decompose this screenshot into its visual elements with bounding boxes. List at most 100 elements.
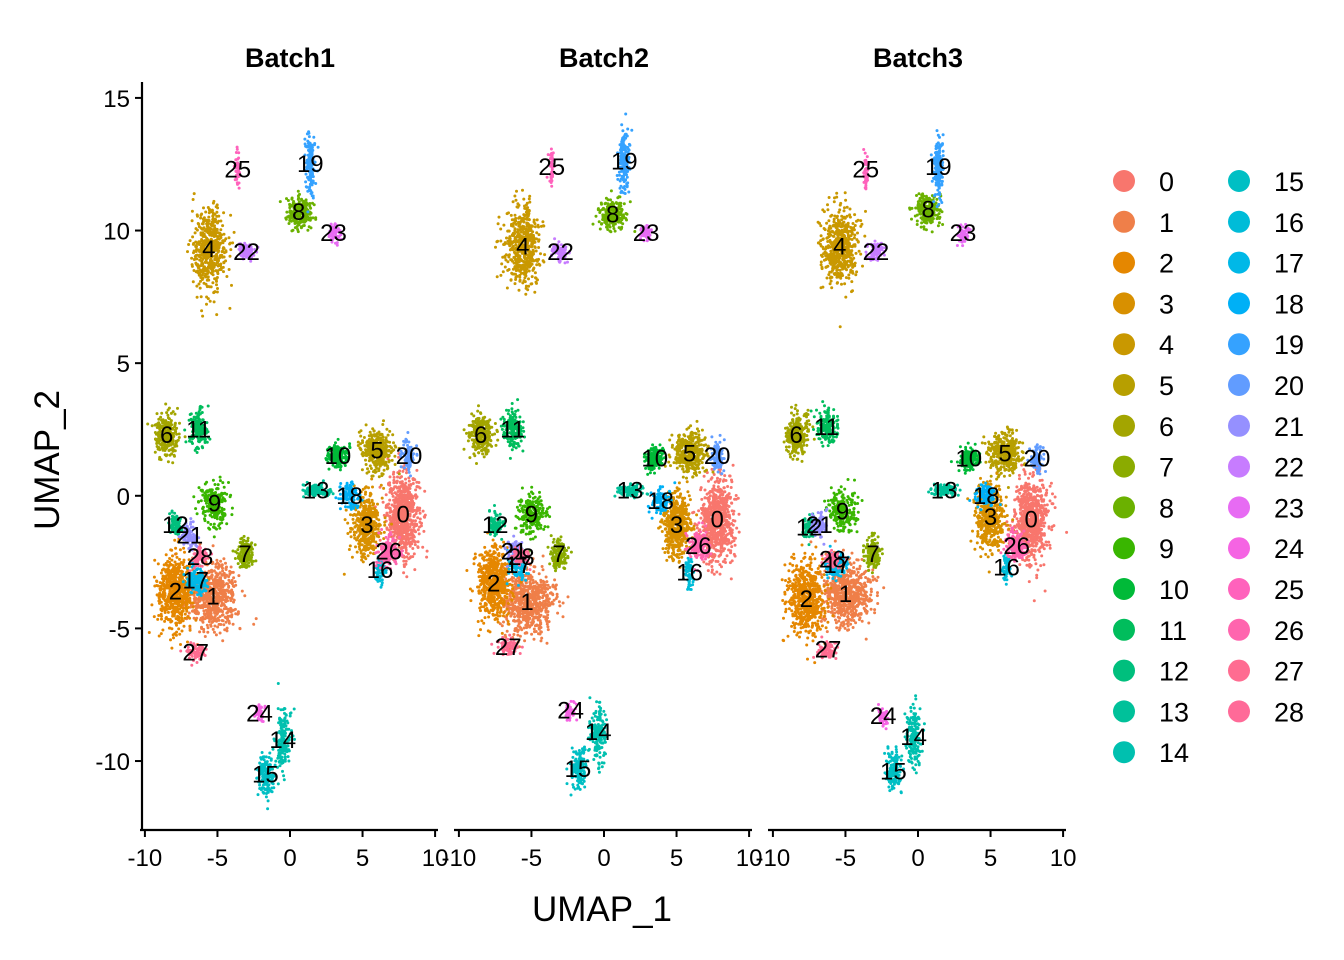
point [215, 214, 219, 218]
point [405, 528, 409, 532]
point [178, 566, 182, 569]
point [224, 620, 228, 624]
point [159, 585, 163, 589]
point [221, 224, 225, 228]
point [277, 721, 281, 725]
point [404, 477, 407, 481]
point [190, 209, 194, 213]
point [204, 275, 208, 279]
point [266, 799, 270, 803]
point [384, 449, 388, 453]
point [364, 458, 367, 462]
point [207, 219, 211, 223]
point [224, 597, 228, 601]
point [163, 611, 167, 614]
point [402, 571, 406, 575]
point [352, 533, 356, 537]
point [422, 529, 426, 533]
point [292, 707, 296, 711]
point [366, 467, 369, 471]
point [391, 513, 395, 517]
point [201, 620, 205, 624]
point [195, 295, 199, 299]
point [421, 509, 425, 513]
point [198, 286, 202, 290]
point [175, 555, 179, 559]
point [190, 264, 194, 268]
point [374, 470, 378, 474]
point [166, 610, 170, 614]
point [407, 476, 411, 480]
point [246, 536, 250, 540]
point [158, 601, 161, 605]
point [349, 535, 353, 539]
point [188, 596, 192, 600]
point [298, 192, 301, 196]
point [288, 712, 292, 715]
point [220, 250, 224, 254]
point [385, 427, 389, 431]
point [202, 612, 206, 616]
point [172, 571, 176, 575]
point [296, 189, 300, 193]
point [212, 300, 216, 304]
point [366, 445, 370, 449]
point [220, 255, 224, 259]
point [203, 617, 207, 621]
point [206, 630, 210, 634]
point [165, 411, 169, 415]
point [391, 494, 395, 498]
point [191, 280, 195, 284]
point [194, 507, 198, 511]
point [221, 613, 225, 617]
point [407, 490, 411, 494]
point [155, 426, 159, 429]
point [387, 506, 391, 510]
point [371, 474, 375, 478]
point [221, 610, 224, 614]
point [196, 265, 200, 269]
point [362, 501, 366, 505]
point [193, 231, 197, 235]
point [354, 545, 357, 549]
point [206, 206, 210, 209]
point [213, 483, 217, 486]
point [371, 503, 375, 506]
point [207, 526, 211, 530]
point [167, 417, 171, 421]
point [382, 530, 386, 534]
points-layer [146, 130, 429, 811]
point [365, 471, 369, 475]
point [230, 594, 234, 598]
point [203, 229, 207, 233]
point [191, 198, 195, 201]
point [240, 536, 244, 540]
point [360, 468, 364, 472]
point [276, 707, 280, 711]
point [192, 269, 196, 272]
point [197, 486, 201, 490]
point [152, 615, 156, 619]
point [314, 217, 318, 221]
point [405, 555, 409, 559]
point [182, 624, 186, 628]
point [375, 524, 378, 528]
point [270, 790, 274, 794]
point [418, 517, 422, 521]
point [206, 520, 210, 524]
point [216, 565, 220, 569]
point [206, 269, 210, 273]
point [202, 630, 206, 634]
point [212, 199, 216, 203]
point [371, 427, 375, 431]
point [199, 499, 203, 503]
point [224, 259, 228, 263]
point [225, 589, 229, 592]
point [415, 508, 418, 512]
point [412, 534, 416, 538]
point [219, 262, 223, 266]
point [203, 482, 207, 486]
point [201, 217, 205, 221]
point [284, 713, 288, 717]
point [254, 559, 258, 563]
